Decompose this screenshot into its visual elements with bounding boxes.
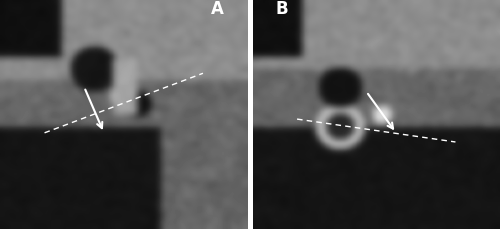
Text: B: B [276, 0, 288, 18]
Text: A: A [212, 0, 224, 18]
